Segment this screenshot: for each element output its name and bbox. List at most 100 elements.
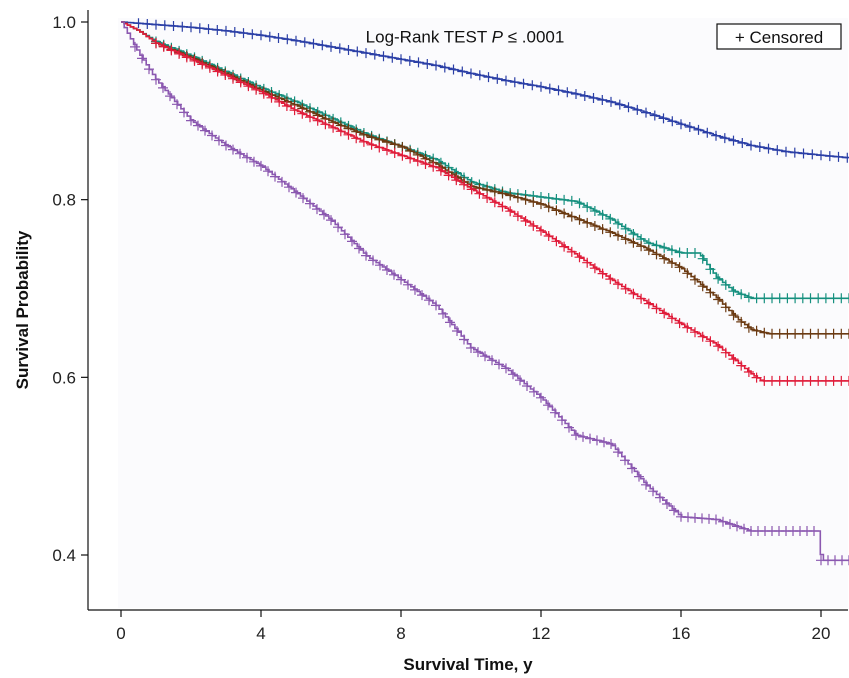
- censor-mark: [235, 77, 246, 88]
- y-tick-label: 1.0: [52, 13, 76, 32]
- censor-mark: [636, 293, 647, 304]
- censor-mark: [403, 279, 413, 290]
- censor-mark: [374, 142, 385, 153]
- censor-mark: [204, 62, 215, 73]
- censor-mark: [270, 171, 280, 182]
- censor-mark: [207, 130, 217, 141]
- censor-mark: [651, 303, 662, 314]
- censor-mark: [807, 149, 818, 160]
- censor-mark: [582, 217, 593, 228]
- censor-mark: [725, 519, 735, 530]
- survival-series: [121, 21, 849, 386]
- censor-mark: [274, 96, 285, 107]
- censor-mark: [628, 237, 639, 248]
- censor-mark: [669, 505, 679, 516]
- censor-mark: [605, 213, 616, 224]
- censor-mark: [508, 369, 518, 380]
- censor-mark: [249, 156, 259, 167]
- censor-mark: [172, 99, 182, 110]
- censor-mark: [166, 45, 177, 56]
- censor-mark: [144, 64, 154, 75]
- censor-mark: [404, 55, 415, 66]
- censor-mark: [643, 245, 654, 256]
- censor-mark: [221, 140, 231, 151]
- censor-mark: [613, 447, 623, 458]
- censor-mark: [844, 375, 849, 386]
- y-tick-label: 0.6: [52, 368, 76, 387]
- censor-mark: [597, 268, 608, 279]
- censor-mark: [247, 29, 258, 40]
- censor-mark: [489, 197, 500, 208]
- censor-mark: [431, 60, 441, 71]
- censor-mark: [553, 85, 564, 96]
- censor-mark: [130, 41, 140, 52]
- censor-mark: [435, 165, 446, 176]
- censor-mark: [352, 46, 363, 57]
- censor-mark: [312, 204, 322, 215]
- censor-mark: [483, 72, 494, 83]
- legend-box: [716, 23, 842, 50]
- censor-mark: [736, 289, 747, 300]
- censor-mark: [297, 108, 308, 119]
- censor-mark: [256, 160, 266, 171]
- censor-mark: [494, 359, 504, 370]
- censor-mark: [142, 19, 153, 29]
- censor-mark: [258, 88, 269, 99]
- censor-mark: [212, 25, 223, 35]
- censor-mark: [305, 198, 315, 209]
- censor-mark: [544, 83, 555, 94]
- censor-mark: [589, 206, 600, 216]
- censor-mark: [366, 139, 377, 150]
- censor-mark: [833, 151, 844, 162]
- censor-mark: [284, 182, 294, 193]
- censor-mark: [693, 124, 704, 135]
- censor-mark: [291, 35, 301, 46]
- censor-mark: [719, 133, 730, 144]
- censor-mark: [571, 89, 581, 99]
- censor-mark: [674, 262, 685, 273]
- censor-mark: [459, 179, 469, 190]
- censor-mark: [151, 38, 161, 49]
- censor-mark: [312, 115, 323, 126]
- censor-mark: [720, 347, 731, 358]
- censor-mark: [137, 53, 147, 64]
- censor-mark: [158, 41, 169, 52]
- censor-mark: [228, 73, 238, 84]
- censor-mark: [605, 274, 616, 285]
- censor-mark: [732, 521, 742, 532]
- censor-mark: [299, 37, 310, 48]
- censor-mark: [574, 214, 585, 225]
- censor-mark: [713, 273, 724, 284]
- censor-mark: [474, 188, 485, 199]
- censor-mark: [320, 119, 331, 130]
- censor-mark: [720, 302, 731, 313]
- censor-mark: [520, 194, 531, 205]
- censor-mark: [550, 407, 560, 418]
- censor-mark: [158, 82, 168, 93]
- censor-mark: [667, 116, 678, 127]
- censor-mark: [589, 221, 600, 231]
- censor-mark: [566, 211, 577, 222]
- censor-mark: [527, 80, 538, 91]
- censor-mark: [308, 38, 319, 49]
- censor-mark: [405, 153, 416, 164]
- censor-mark: [566, 246, 577, 257]
- annotation-suffix: ≤ .0001: [503, 27, 564, 46]
- censor-mark: [536, 225, 546, 236]
- censor-mark: [282, 34, 293, 45]
- censor-mark: [165, 91, 175, 102]
- censor-mark: [489, 186, 500, 197]
- censor-mark: [354, 243, 364, 254]
- censor-mark: [683, 512, 693, 523]
- censor-mark: [326, 215, 336, 226]
- censor-mark: [424, 295, 434, 306]
- censor-mark: [243, 81, 254, 92]
- censor-mark: [358, 136, 369, 147]
- x-tick-label: 0: [116, 624, 125, 643]
- censor-mark: [736, 360, 747, 371]
- censor-mark: [658, 113, 669, 124]
- censor-mark: [606, 96, 616, 107]
- censor-mark: [361, 250, 371, 261]
- censor-mark: [809, 526, 819, 536]
- censor-mark: [651, 249, 662, 260]
